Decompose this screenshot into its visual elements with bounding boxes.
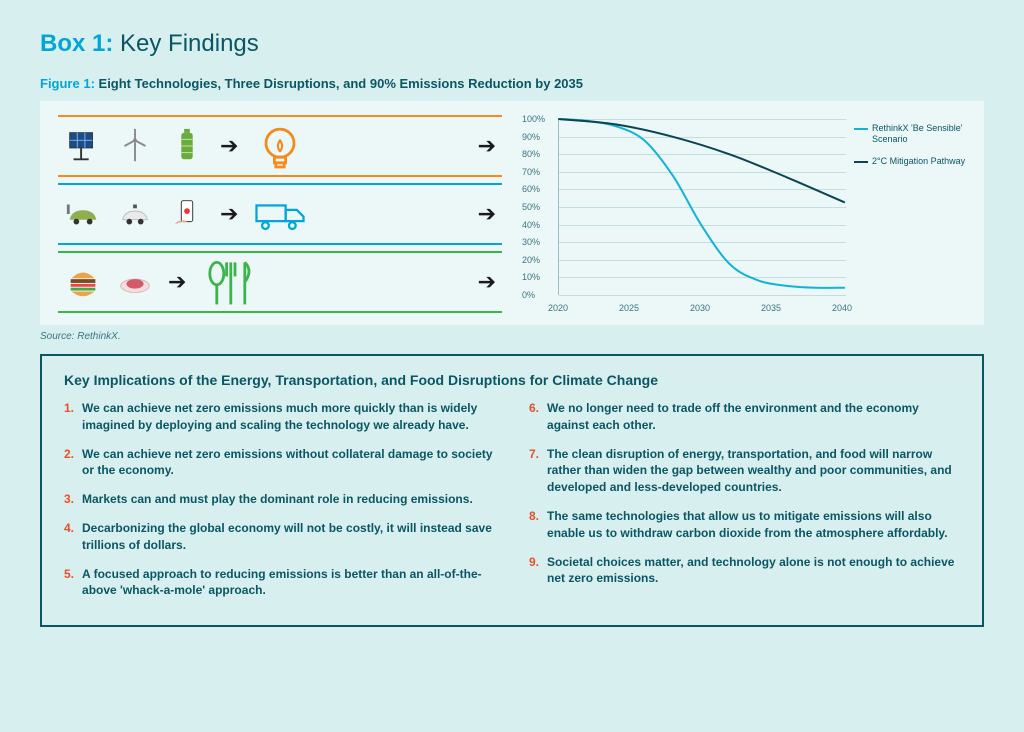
autonomous-car-icon <box>116 195 154 233</box>
flow-row: ➔➔ <box>58 183 502 245</box>
implication-item: 6.We no longer need to trade off the env… <box>529 400 960 434</box>
arrow-icon: ➔ <box>478 201 496 227</box>
implication-item: 8.The same technologies that allow us to… <box>529 508 960 542</box>
flow-row: ➔➔ <box>58 115 502 177</box>
legend-swatch <box>854 161 868 163</box>
implication-item: 7.The clean disruption of energy, transp… <box>529 446 960 496</box>
implication-item: 9.Societal choices matter, and technolog… <box>529 554 960 588</box>
arrow-icon: ➔ <box>478 133 496 159</box>
box-title-rest: Key Findings <box>113 30 258 57</box>
item-text: Decarbonizing the global economy will no… <box>82 520 495 554</box>
item-number: 3. <box>64 491 74 508</box>
legend-entry: 2°C Mitigation Pathway <box>854 156 966 167</box>
flow-row: ➔➔ <box>58 251 502 313</box>
truck-icon <box>252 195 308 233</box>
lab-meat-icon <box>116 263 154 301</box>
arrow-icon: ➔ <box>478 269 496 295</box>
item-number: 9. <box>529 554 539 588</box>
arrow-icon: ➔ <box>168 269 186 295</box>
ev-car-icon <box>64 195 102 233</box>
wind-turbine-icon <box>116 127 154 165</box>
item-text: A focused approach to reducing emissions… <box>82 566 495 600</box>
item-number: 6. <box>529 400 539 434</box>
implication-item: 3. Markets can and must play the dominant… <box>64 491 495 508</box>
implications-heading: Key Implications of the Energy, Transpor… <box>64 372 960 388</box>
implications-col-2: 6.We no longer need to trade off the env… <box>529 400 960 611</box>
legend-entry: RethinkX 'Be Sensible' Scenario <box>854 123 966 146</box>
burger-icon <box>64 263 102 301</box>
utensils-icon <box>200 263 256 301</box>
item-number: 4. <box>64 520 74 554</box>
item-text: We can achieve net zero emissions much m… <box>82 400 495 434</box>
figure-title: Figure 1: Eight Technologies, Three Disr… <box>40 76 984 91</box>
item-number: 5. <box>64 566 74 600</box>
phone-app-icon <box>168 195 206 233</box>
box-title-prefix: Box 1: <box>40 30 113 57</box>
legend-label: 2°C Mitigation Pathway <box>872 156 965 167</box>
item-number: 2. <box>64 446 74 480</box>
implication-item: 2.We can achieve net zero emissions with… <box>64 446 495 480</box>
disruption-flows: ➔➔➔➔➔➔ <box>58 115 502 315</box>
implication-item: 5.A focused approach to reducing emissio… <box>64 566 495 600</box>
emissions-chart: 0%10%20%30%40%50%60%70%80%90%100%2020202… <box>522 115 966 315</box>
chart-series <box>558 119 845 202</box>
item-text: The clean disruption of energy, transpor… <box>547 446 960 496</box>
implications-box: Key Implications of the Energy, Transpor… <box>40 354 984 627</box>
item-number: 7. <box>529 446 539 496</box>
item-text: We can achieve net zero emissions withou… <box>82 446 495 480</box>
arrow-icon: ➔ <box>220 201 238 227</box>
battery-icon <box>168 127 206 165</box>
figure-title-rest: Eight Technologies, Three Disruptions, a… <box>95 76 583 91</box>
item-number: 8. <box>529 508 539 542</box>
item-text: The same technologies that allow us to m… <box>547 508 960 542</box>
item-number: 1. <box>64 400 74 434</box>
figure-title-prefix: Figure 1: <box>40 76 95 91</box>
item-text: We no longer need to trade off the envir… <box>547 400 960 434</box>
implication-item: 1.We can achieve net zero emissions much… <box>64 400 495 434</box>
solar-panel-icon <box>64 127 102 165</box>
arrow-icon: ➔ <box>220 133 238 159</box>
legend-swatch <box>854 128 868 130</box>
item-text: Societal choices matter, and technology … <box>547 554 960 588</box>
implication-item: 4.Decarbonizing the global economy will … <box>64 520 495 554</box>
box-title: Box 1: Key Findings <box>40 30 984 58</box>
lightbulb-icon <box>252 127 308 165</box>
chart-legend: RethinkX 'Be Sensible' Scenario 2°C Mitig… <box>854 123 966 177</box>
figure-panel: ➔➔➔➔➔➔ 0%10%20%30%40%50%60%70%80%90%100%… <box>40 101 984 325</box>
legend-label: RethinkX 'Be Sensible' Scenario <box>872 123 966 146</box>
item-text: Markets can and must play the dominant r… <box>82 491 473 508</box>
implications-col-1: 1.We can achieve net zero emissions much… <box>64 400 495 611</box>
source-note: Source: RethinkX. <box>40 331 984 342</box>
